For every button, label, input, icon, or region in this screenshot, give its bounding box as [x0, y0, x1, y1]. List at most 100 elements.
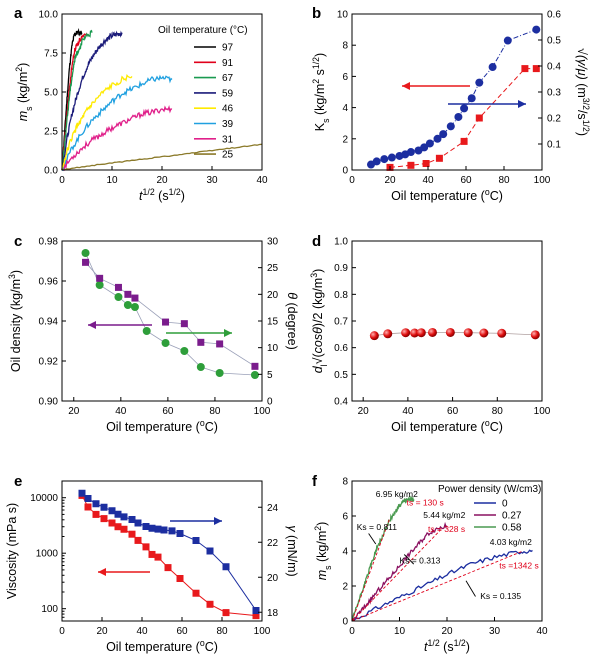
panel-d: 20 40 60 80 100 0.4 0.5 0.6 0.7 0.8 0.9 1.0 d Oil tem… — [309, 233, 551, 434]
data-point — [497, 328, 507, 338]
data-point-tension — [176, 530, 184, 537]
fit-line — [351, 550, 524, 622]
y-tick-label-right: 20 — [267, 573, 279, 584]
data-point-angle — [216, 340, 224, 348]
annotation: ts = 328 s — [428, 524, 465, 534]
x-tick-label: 30 — [489, 626, 501, 637]
y-tick-label-right: 30 — [267, 237, 279, 248]
y-tick-label: 1.0 — [334, 237, 348, 248]
x-tick-label: 40 — [115, 406, 127, 417]
series-line-0.58 — [351, 495, 415, 622]
data-point — [427, 327, 437, 337]
x-tick-label: 20 — [441, 626, 453, 637]
y-tick-label-right: 0.1 — [547, 140, 561, 151]
data-point-ks — [425, 139, 434, 148]
data-point-angle — [197, 338, 205, 346]
data-point-ratio — [435, 154, 443, 162]
y-tick-label-right: 0.2 — [547, 114, 561, 125]
series-line — [85, 252, 255, 376]
pointer-line — [465, 580, 476, 597]
annotation: 6.95 kg/m2 — [376, 489, 418, 499]
data-point-tension — [192, 537, 200, 544]
data-point — [416, 328, 426, 338]
data-point — [479, 328, 489, 338]
data-point-tension — [128, 516, 136, 523]
series-line-46 — [61, 74, 133, 171]
data-point-ks — [488, 63, 497, 72]
x-axis-label: Oil temperature (oC) — [391, 418, 503, 434]
legend-entry-39: 39 — [222, 119, 234, 130]
x-tick-label: 60 — [176, 626, 188, 637]
y-tick-label: 0.94 — [39, 317, 59, 328]
y-tick-label: 6 — [342, 72, 348, 83]
annotation: ts = 130 s — [407, 498, 444, 508]
legend-title: Oil temperature (°C) — [158, 25, 248, 36]
y-tick-label-right: 5 — [267, 370, 273, 381]
y-tick-label-right: 24 — [267, 503, 279, 514]
x-tick-label: 20 — [358, 406, 370, 417]
panel-c: 20 40 60 80 100 0.90 0.92 0.94 0.96 0.98 0 5 10 15 20 2… — [7, 233, 299, 434]
data-point-ratio — [475, 114, 483, 122]
panel-label-d: d — [312, 233, 321, 250]
panel-label-e: e — [14, 473, 22, 490]
data-point-tension — [100, 503, 108, 511]
x-tick-label: 40 — [536, 626, 548, 637]
data-point-viscosity — [206, 600, 214, 608]
x-axis-label: t1/2 (s1/2) — [424, 638, 470, 654]
x-tick-label: 20 — [68, 406, 80, 417]
x-tick-label: 100 — [534, 406, 551, 417]
y-tick-label: 0.4 — [334, 397, 348, 408]
series-line — [370, 29, 537, 165]
x-tick-label: 60 — [162, 406, 174, 417]
data-point-ks — [475, 78, 484, 87]
data-point-angle — [114, 283, 122, 291]
series-line — [374, 332, 536, 337]
y-axis-label: ms (kg/m2) — [14, 63, 34, 122]
fit-line — [351, 517, 391, 622]
y-tick-label: 0.5 — [334, 370, 348, 381]
plot-frame — [351, 240, 543, 402]
x-axis-label: Oil temperature (oC) — [391, 187, 503, 203]
data-point — [463, 328, 473, 338]
data-point-ks — [420, 143, 429, 152]
data-point-ratio — [422, 160, 430, 167]
x-tick-label: 40 — [136, 626, 148, 637]
x-tick-label: 0 — [349, 175, 355, 186]
y-tick-label: 8 — [342, 41, 348, 52]
x-tick-label: 0 — [59, 175, 65, 186]
arrow-right-blue-head — [214, 517, 222, 525]
series-line-59 — [61, 30, 123, 171]
data-point-density — [114, 293, 123, 301]
data-point-ks — [380, 155, 389, 164]
data-point-angle — [96, 274, 104, 282]
legend-entry-25: 25 — [222, 150, 234, 161]
legend-entry-67: 67 — [222, 73, 234, 84]
data-point-ks — [406, 148, 415, 157]
y-tick-label: 0.96 — [39, 277, 59, 288]
data-point-viscosity — [114, 523, 122, 531]
data-point-tension — [252, 607, 260, 614]
data-point-tension — [120, 513, 128, 521]
panel-e: 0 20 40 60 80 100 100 1000 10000 18 20 22 24 e Oil tem… — [5, 473, 299, 654]
arrow-right-blue-head — [518, 100, 526, 108]
y-axis-label-left: Oil density (kg/m3) — [7, 270, 23, 372]
x-tick-label: 20 — [384, 175, 396, 186]
data-point-viscosity — [154, 553, 162, 561]
data-point-viscosity — [252, 612, 260, 620]
pointer-line — [368, 533, 377, 545]
data-point-tension — [84, 495, 92, 502]
data-point-tension — [134, 519, 142, 527]
data-point-viscosity — [108, 519, 116, 527]
annotation: Ks = 0.811 — [357, 522, 398, 532]
x-tick-label: 40 — [256, 175, 268, 186]
data-point-tension — [78, 489, 86, 497]
x-axis-label: t1/2 (s1/2) — [139, 187, 185, 203]
data-point-angle — [180, 320, 188, 328]
data-point — [383, 329, 393, 339]
series-line-39 — [61, 74, 173, 172]
series-line — [85, 262, 256, 367]
x-tick-label: 40 — [422, 175, 434, 186]
x-tick-label: 80 — [492, 406, 504, 417]
y-tick-label: 10 — [337, 10, 349, 21]
y-tick-label: 0 — [342, 166, 348, 177]
